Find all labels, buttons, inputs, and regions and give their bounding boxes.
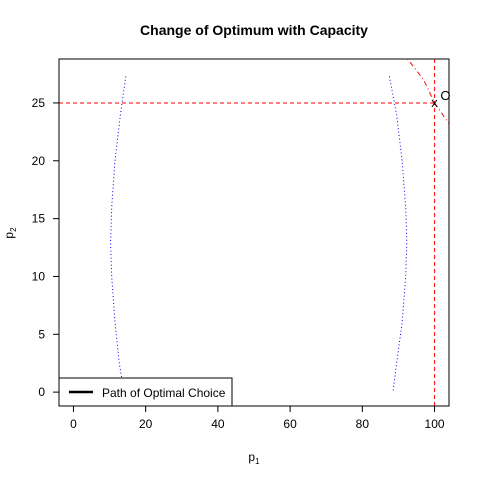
y-axis-label-subscript: 2: [9, 227, 18, 232]
x-axis-label: p1: [248, 450, 260, 466]
x-tick-label: 100: [425, 417, 445, 431]
optimum-marker: x: [431, 95, 438, 110]
y-tick-label: 15: [32, 212, 46, 226]
x-tick-label: 0: [70, 417, 77, 431]
x-axis-label-base: p: [248, 450, 255, 464]
x-tick-label: 20: [139, 417, 153, 431]
x-tick-label: 80: [356, 417, 370, 431]
series-line-1: [110, 76, 127, 381]
y-tick-label: 20: [32, 154, 46, 168]
series-line-2: [388, 76, 408, 393]
y-tick-label: 0: [38, 385, 45, 399]
series-group: [59, 59, 449, 406]
chart-title: Change of Optimum with Capacity: [140, 22, 368, 38]
y-axis-label-base: p: [2, 232, 16, 239]
legend-entry: Path of Optimal Choice: [102, 386, 226, 400]
x-tick-label: 60: [283, 417, 297, 431]
x-axis-label-subscript: 1: [255, 457, 260, 466]
plot-frame: [58, 58, 450, 407]
optimum-label: O: [440, 88, 450, 103]
y-tick-label: 5: [38, 327, 45, 341]
series-line-5: [407, 59, 449, 125]
y-tick-label: 25: [32, 96, 46, 110]
axes: 0 20 40 60 80 100 0 5 10 15 20 25: [32, 58, 450, 431]
x-tick-label: 40: [211, 417, 225, 431]
legend: Path of Optimal Choice: [58, 377, 233, 407]
y-tick-label: 10: [32, 269, 46, 283]
y-axis-label: p2: [2, 227, 18, 239]
